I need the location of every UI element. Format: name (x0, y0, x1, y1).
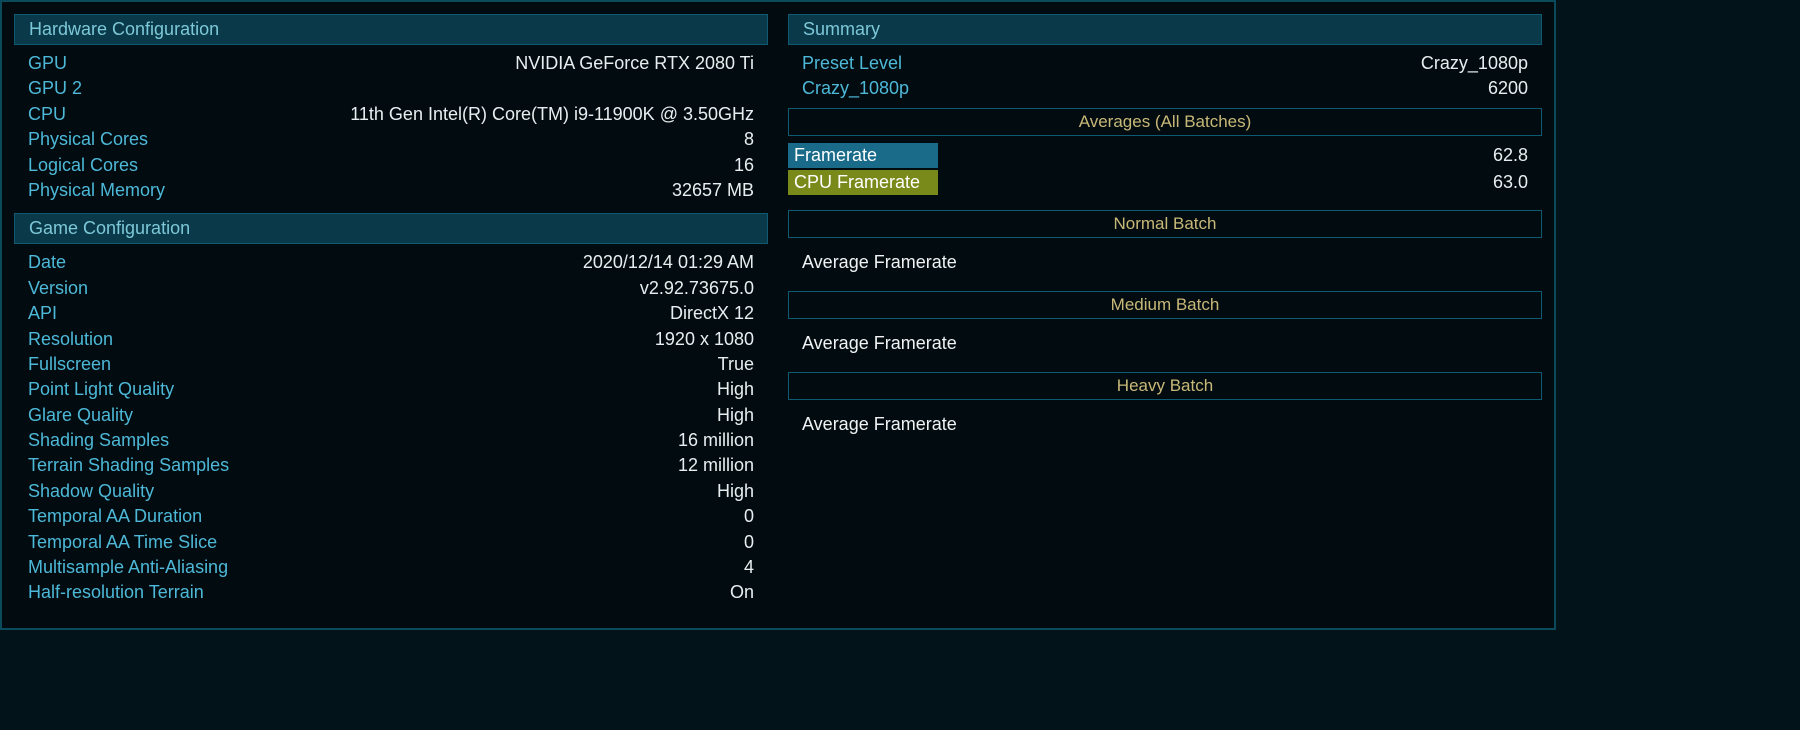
gc-value: 12 million (678, 454, 754, 477)
hw-value: 8 (744, 128, 754, 151)
hw-value: 16 (734, 154, 754, 177)
summary-row: Crazy_1080p 6200 (788, 76, 1542, 101)
framerate-value: 62.8 (1493, 145, 1542, 166)
gc-key: API (28, 302, 57, 325)
hw-value: NVIDIA GeForce RTX 2080 Ti (515, 52, 754, 75)
hw-value: 11th Gen Intel(R) Core(TM) i9-11900K @ 3… (350, 103, 754, 126)
hw-key: GPU (28, 52, 67, 75)
summary-key: Crazy_1080p (802, 77, 909, 100)
gc-key: Temporal AA Duration (28, 505, 202, 528)
gc-row: Date 2020/12/14 01:29 AM (14, 250, 768, 275)
cpu-framerate-chip-row: CPU Framerate 63.0 (788, 169, 1542, 196)
gc-key: Glare Quality (28, 404, 133, 427)
gc-row: Point Light Quality High (14, 377, 768, 402)
hw-row: Physical Cores 8 (14, 127, 768, 152)
summary-body: Preset Level Crazy_1080p Crazy_1080p 620… (788, 45, 1542, 457)
gc-key: Shading Samples (28, 429, 169, 452)
gc-row: API DirectX 12 (14, 301, 768, 326)
gc-key: Shadow Quality (28, 480, 154, 503)
gc-key: Resolution (28, 328, 113, 351)
gc-value: 0 (744, 531, 754, 554)
medium-batch-avg-label: Average Framerate (788, 325, 1542, 366)
framerate-chip: Framerate (788, 143, 938, 168)
hw-value: 32657 MB (672, 179, 754, 202)
gc-value: DirectX 12 (670, 302, 754, 325)
heavy-batch-avg-label: Average Framerate (788, 406, 1542, 447)
framerate-chip-row: Framerate 62.8 (788, 142, 1542, 169)
gc-row: Fullscreen True (14, 352, 768, 377)
gc-value: High (717, 480, 754, 503)
hw-row: GPU NVIDIA GeForce RTX 2080 Ti (14, 51, 768, 76)
cpu-framerate-value: 63.0 (1493, 172, 1542, 193)
cpu-framerate-chip: CPU Framerate (788, 170, 938, 195)
hw-row: Physical Memory 32657 MB (14, 178, 768, 203)
gc-row: Shadow Quality High (14, 479, 768, 504)
gc-value: High (717, 404, 754, 427)
gc-row: Temporal AA Duration 0 (14, 504, 768, 529)
hw-row: CPU 11th Gen Intel(R) Core(TM) i9-11900K… (14, 102, 768, 127)
gc-value: 16 million (678, 429, 754, 452)
gc-key: Multisample Anti-Aliasing (28, 556, 228, 579)
gc-row: Shading Samples 16 million (14, 428, 768, 453)
heavy-batch-header: Heavy Batch (788, 372, 1542, 400)
averages-header: Averages (All Batches) (788, 108, 1542, 136)
hw-row: GPU 2 (14, 76, 768, 101)
hw-key: Logical Cores (28, 154, 138, 177)
gc-value: On (730, 581, 754, 604)
gc-key: Version (28, 277, 88, 300)
gc-value: 0 (744, 505, 754, 528)
gc-row: Glare Quality High (14, 403, 768, 428)
gc-value: 4 (744, 556, 754, 579)
gc-row: Half-resolution Terrain On (14, 580, 768, 605)
gc-value: High (717, 378, 754, 401)
game-config-header: Game Configuration (14, 213, 768, 244)
left-column: Hardware Configuration GPU NVIDIA GeForc… (14, 14, 768, 616)
gc-row: Resolution 1920 x 1080 (14, 327, 768, 352)
hw-key: Physical Cores (28, 128, 148, 151)
normal-batch-header: Normal Batch (788, 210, 1542, 238)
medium-batch-header: Medium Batch (788, 291, 1542, 319)
gc-row: Terrain Shading Samples 12 million (14, 453, 768, 478)
hw-key: GPU 2 (28, 77, 82, 100)
hardware-config-body: GPU NVIDIA GeForce RTX 2080 Ti GPU 2 CPU… (14, 45, 768, 213)
hw-key: Physical Memory (28, 179, 165, 202)
summary-row: Preset Level Crazy_1080p (788, 51, 1542, 76)
summary-key: Preset Level (802, 52, 902, 75)
hw-row: Logical Cores 16 (14, 153, 768, 178)
gc-value: 2020/12/14 01:29 AM (583, 251, 754, 274)
gc-value: v2.92.73675.0 (640, 277, 754, 300)
gc-row: Temporal AA Time Slice 0 (14, 530, 768, 555)
normal-batch-avg-label: Average Framerate (788, 244, 1542, 285)
gc-key: Date (28, 251, 66, 274)
hw-key: CPU (28, 103, 66, 126)
summary-value: Crazy_1080p (1421, 52, 1528, 75)
gc-key: Fullscreen (28, 353, 111, 376)
gc-key: Temporal AA Time Slice (28, 531, 217, 554)
gc-value: True (718, 353, 754, 376)
gc-row: Version v2.92.73675.0 (14, 276, 768, 301)
gc-key: Terrain Shading Samples (28, 454, 229, 477)
summary-header: Summary (788, 14, 1542, 45)
benchmark-panel: Hardware Configuration GPU NVIDIA GeForc… (0, 0, 1556, 630)
gc-key: Point Light Quality (28, 378, 174, 401)
hardware-config-header: Hardware Configuration (14, 14, 768, 45)
game-config-body: Date 2020/12/14 01:29 AM Version v2.92.736… (14, 244, 768, 615)
gc-key: Half-resolution Terrain (28, 581, 204, 604)
right-column: Summary Preset Level Crazy_1080p Crazy_1… (788, 14, 1542, 616)
gc-row: Multisample Anti-Aliasing 4 (14, 555, 768, 580)
summary-value: 6200 (1488, 77, 1528, 100)
gc-value: 1920 x 1080 (655, 328, 754, 351)
